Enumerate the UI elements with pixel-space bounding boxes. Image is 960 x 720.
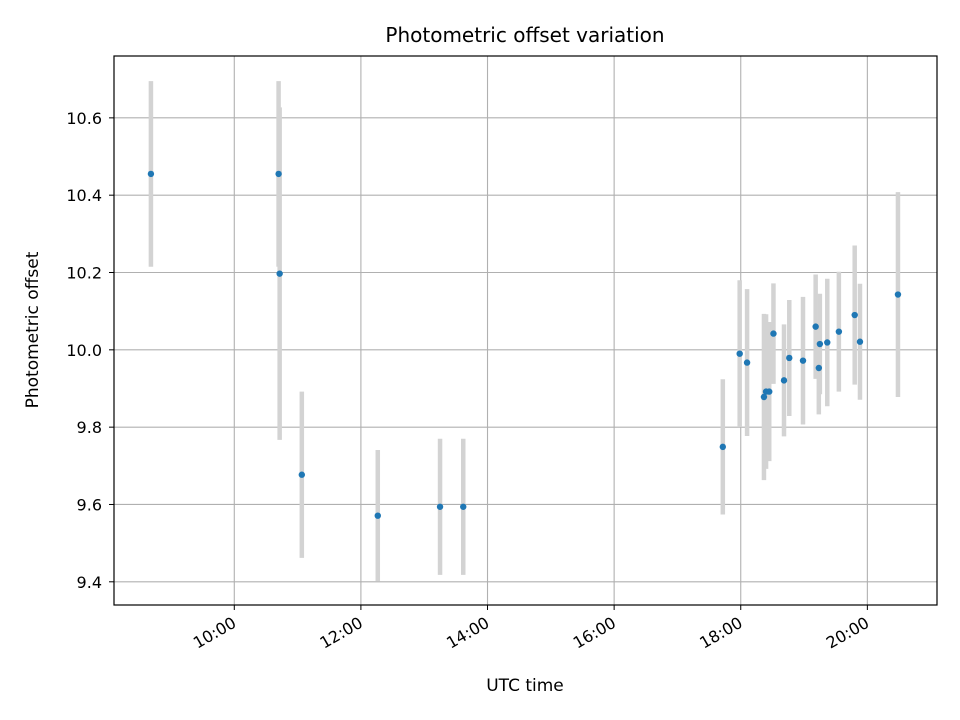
y-tick-label: 10.0 <box>66 341 102 360</box>
data-point <box>275 170 282 178</box>
chart-title: Photometric offset variation <box>385 23 664 47</box>
data-point <box>374 512 381 519</box>
y-tick-label: 9.8 <box>77 418 102 437</box>
data-point <box>816 340 824 348</box>
data-point <box>736 350 743 357</box>
plot-frame <box>113 55 938 606</box>
data-point <box>856 338 864 345</box>
data-point <box>780 377 788 384</box>
x-axis-label: UTC time <box>486 676 564 696</box>
data-point <box>851 311 858 319</box>
data-point <box>894 291 902 298</box>
grid <box>114 56 937 605</box>
data-point <box>824 339 831 346</box>
data-point <box>460 503 467 510</box>
data-point <box>276 270 283 277</box>
data-point <box>835 328 843 335</box>
data-point <box>436 503 444 510</box>
y-axis-ticks: 9.4 9.6 9.8 10.0 10.2 10.4 10.6 <box>66 109 114 592</box>
data-point <box>786 354 793 362</box>
y-tick-label: 9.4 <box>77 573 102 592</box>
data-point <box>766 388 773 395</box>
data-point <box>147 170 155 178</box>
y-tick-label: 9.6 <box>77 495 102 514</box>
data-point <box>743 359 751 366</box>
data-point <box>719 443 727 451</box>
data-point <box>815 364 823 372</box>
data-point <box>812 323 819 330</box>
data-point <box>298 471 306 478</box>
data-point <box>770 330 777 337</box>
data-points <box>147 170 902 519</box>
y-tick-label: 10.4 <box>66 186 102 205</box>
data-point <box>799 357 807 364</box>
y-tick-label: 10.6 <box>66 109 102 128</box>
plot-area <box>114 56 937 605</box>
y-axis-label: Photometric offset <box>23 251 43 408</box>
y-tick-label: 10.2 <box>66 264 102 283</box>
data-point <box>760 393 768 401</box>
